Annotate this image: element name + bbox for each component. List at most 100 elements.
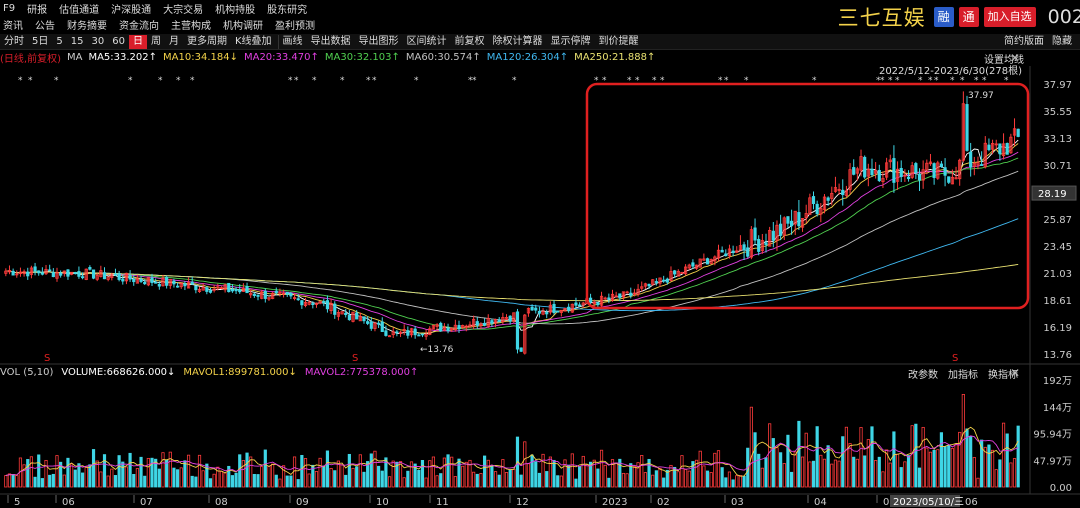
- tb-exright-calc[interactable]: 除权计算器: [492, 35, 543, 47]
- candle-body: [252, 293, 256, 297]
- tb-hide[interactable]: 隐藏: [1052, 36, 1072, 47]
- volume-bar: [1012, 458, 1017, 488]
- event-star-marker: *: [880, 76, 885, 86]
- tb-adjust[interactable]: 前复权: [454, 35, 485, 47]
- volume-bar: [844, 426, 848, 488]
- tb-overlay[interactable]: K线叠加: [234, 35, 272, 47]
- volume-bar: [910, 425, 914, 488]
- menu-block-trade[interactable]: 大宗交易: [163, 4, 204, 16]
- vol-title: VOL (5,10): [0, 366, 54, 378]
- candle-body: [874, 170, 878, 174]
- volume-bar: [808, 461, 812, 488]
- menu-business[interactable]: 主营构成: [171, 21, 211, 32]
- candle-body: [808, 197, 812, 215]
- volume-bar: [833, 459, 838, 488]
- volume-bar: [632, 466, 637, 488]
- candle-body: [804, 213, 808, 219]
- tb-range-stat[interactable]: 区间统计: [406, 35, 447, 47]
- menu-finance[interactable]: 财务摘要: [67, 21, 107, 32]
- volume-bar: [497, 474, 501, 488]
- candle-body: [168, 278, 172, 286]
- menu-research[interactable]: 研报: [27, 4, 48, 16]
- candle-body: [654, 281, 658, 283]
- volume-bar: [62, 474, 66, 488]
- candle-body: [329, 302, 333, 312]
- candle-body: [939, 163, 944, 167]
- candle-body: [154, 281, 158, 284]
- candle-body: [205, 287, 209, 292]
- volume-bar: [585, 464, 589, 488]
- add-watchlist-button[interactable]: 加入自选: [983, 7, 1036, 27]
- tb-day[interactable]: 日: [128, 34, 147, 49]
- candle-body: [439, 322, 443, 332]
- s-marker: S: [352, 353, 358, 364]
- candle-body: [969, 151, 973, 168]
- volume-bar: [515, 436, 520, 488]
- volume-bar: [526, 463, 531, 488]
- edit-params-button[interactable]: 改参数: [908, 370, 938, 381]
- tb-export-data[interactable]: 导出数据: [310, 35, 351, 47]
- close-vol-icon[interactable]: ✕: [1009, 366, 1020, 380]
- menu-holder-research[interactable]: 股东研究: [267, 4, 308, 16]
- candle-body: [881, 178, 885, 182]
- close-ma-icon[interactable]: ✕: [1009, 51, 1020, 65]
- tb-price-alert[interactable]: 到价提醒: [598, 35, 639, 47]
- margin-badge[interactable]: 融: [933, 7, 954, 27]
- menu-connect[interactable]: 沪深股通: [111, 4, 152, 16]
- tb-more-periods[interactable]: 更多周期: [186, 35, 227, 47]
- volume-bar: [446, 454, 450, 488]
- volume-bar: [972, 457, 976, 488]
- volume-bar: [417, 469, 421, 488]
- tb-week[interactable]: 周: [150, 35, 161, 47]
- x-tick-label: 03: [731, 497, 744, 508]
- volume-bar: [815, 426, 819, 488]
- menu-announcement[interactable]: 公告: [35, 21, 55, 32]
- x-tick-label: 2023: [602, 497, 627, 508]
- candle-body: [117, 273, 121, 280]
- set-ma-button[interactable]: 设置均线: [984, 55, 1024, 66]
- menu-inst-survey[interactable]: 机构调研: [223, 21, 263, 32]
- menu-valuation[interactable]: 估值通道: [59, 4, 100, 16]
- candle-body: [227, 282, 231, 293]
- menu-news[interactable]: 资讯: [3, 21, 23, 32]
- menu-f9[interactable]: F9: [3, 2, 16, 14]
- volume-bar: [453, 476, 457, 488]
- volume-bar: [874, 460, 878, 488]
- tb-show-halt[interactable]: 显示停牌: [550, 35, 591, 47]
- volume-bar: [1005, 433, 1009, 488]
- tb-30min[interactable]: 30: [91, 35, 105, 47]
- connect-badge[interactable]: 通: [958, 7, 979, 27]
- tb-export-graph[interactable]: 导出图形: [358, 35, 399, 47]
- tb-60min[interactable]: 60: [112, 35, 125, 47]
- volume-bar: [559, 475, 563, 488]
- tb-15min[interactable]: 15: [70, 35, 84, 47]
- tb-simple-layout[interactable]: 简约版面: [1004, 36, 1044, 47]
- event-star-marker: *: [602, 76, 607, 86]
- candle-body: [680, 271, 684, 274]
- menu-inst-holding[interactable]: 机构持股: [215, 4, 256, 16]
- candle-body: [570, 303, 574, 313]
- volume-bar: [895, 453, 900, 488]
- tb-5day[interactable]: 5日: [32, 35, 49, 47]
- tb-5min[interactable]: 5: [56, 35, 63, 47]
- volume-bar: [950, 448, 954, 488]
- current-price-tag: [1031, 185, 1077, 201]
- volume-bar: [947, 445, 951, 488]
- highlight-box: [585, 82, 1030, 310]
- ma30-value: MA30:32.103↑: [324, 51, 400, 63]
- volume-bar: [793, 451, 797, 488]
- volume-bar: [826, 445, 830, 488]
- switch-indicator-button[interactable]: 换指标: [988, 370, 1018, 381]
- candle-body: [395, 331, 399, 334]
- candle-body: [691, 262, 695, 267]
- candle-body: [417, 334, 421, 337]
- candle-body: [640, 286, 644, 289]
- candle-body: [446, 327, 450, 332]
- tb-timeshare[interactable]: 分时: [4, 35, 24, 47]
- tb-month[interactable]: 月: [168, 35, 179, 47]
- tb-draw[interactable]: 画线: [277, 34, 307, 49]
- menu-fund-flow[interactable]: 资金流向: [119, 21, 159, 32]
- candle-body: [636, 288, 640, 295]
- menu-profit-forecast[interactable]: 盈利预测: [275, 21, 315, 32]
- add-indicator-button[interactable]: 加指标: [948, 370, 978, 381]
